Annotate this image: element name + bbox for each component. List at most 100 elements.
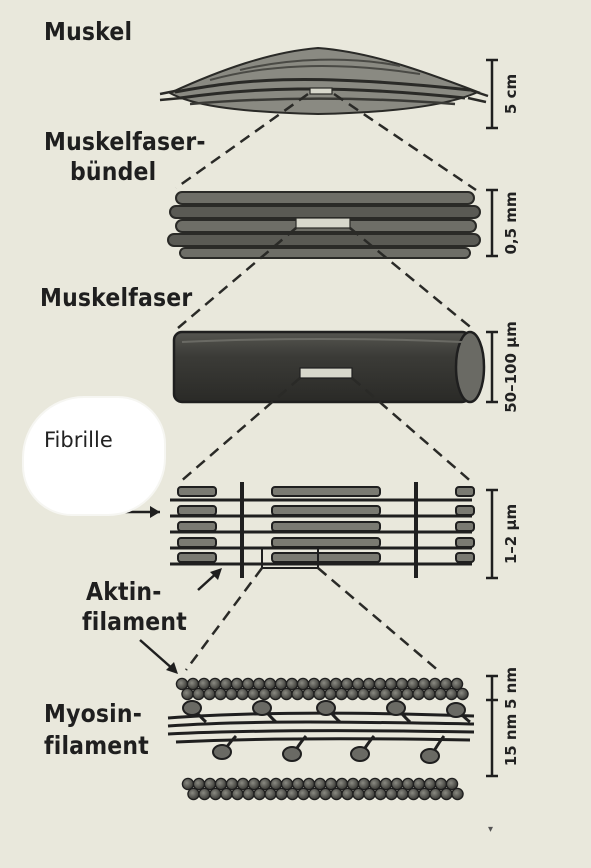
actin-bead (297, 787, 310, 801)
fibrille-label-bubble (24, 398, 164, 514)
actin-bead (236, 777, 250, 791)
actin-bead (445, 687, 458, 701)
actin-bead (324, 777, 338, 791)
actin-bead (401, 687, 414, 701)
actin-bead (384, 677, 398, 691)
aktin-pointer-arrow (197, 568, 222, 591)
scale-label-faser: 50–100 µm (502, 321, 520, 413)
actin-bead (357, 777, 371, 791)
scale-bars (486, 58, 498, 778)
scale-label-filament-total: 15 nm (502, 714, 520, 766)
scale-label-filament-top: 5 nm (502, 667, 520, 709)
actin-bead (418, 787, 431, 801)
actin-bead (231, 787, 244, 801)
actin-bead (346, 687, 359, 701)
actin-bead (313, 777, 327, 791)
zoom-lines-3 (179, 377, 475, 485)
actin-bead (340, 677, 354, 691)
actin-bead (181, 777, 195, 791)
actin-bead (285, 677, 299, 691)
actin-bead (192, 687, 205, 701)
myosin-pointer-arrow (139, 639, 178, 674)
myosin-head (182, 700, 202, 716)
fiber-bundle-drawing (167, 191, 481, 259)
label-muskelfaser: Muskelfaser (40, 283, 193, 312)
actin-bead (362, 677, 376, 691)
actin-bead (439, 677, 453, 691)
actin-bead (417, 677, 431, 691)
actin-bead (324, 687, 337, 701)
actin-bead (214, 777, 228, 791)
actin-bead (406, 677, 420, 691)
actin-bead (396, 787, 409, 801)
actin-bead (302, 777, 316, 791)
myosin-head (386, 700, 406, 716)
myosin-head (350, 746, 370, 762)
actin-bead (401, 777, 415, 791)
actin-bead (440, 787, 453, 801)
actin-bead (357, 687, 370, 701)
actin-bead (258, 687, 271, 701)
actin-bead (379, 777, 393, 791)
actin-bead (351, 677, 365, 691)
actin-bead (330, 787, 343, 801)
actin-bead (252, 677, 266, 691)
actin-bead (247, 687, 260, 701)
actin-bead (258, 777, 272, 791)
actin-bead (373, 677, 387, 691)
actin-bead (368, 687, 381, 701)
actin-bead (280, 687, 293, 701)
actin-bead (192, 777, 206, 791)
actin-bead (269, 777, 283, 791)
actin-bead (247, 777, 261, 791)
actin-bead (456, 687, 469, 701)
actin-bead (451, 787, 464, 801)
actin-bead (319, 787, 332, 801)
actin-bead (274, 677, 288, 691)
stray-mark: ▾ (488, 824, 493, 835)
actin-bead (429, 787, 442, 801)
actin-bead (242, 787, 255, 801)
myosin-head (282, 746, 302, 762)
myosin-head (252, 700, 272, 716)
actin-bead (313, 687, 326, 701)
actin-bead (346, 777, 360, 791)
actin-bead (423, 687, 436, 701)
actin-bead (318, 677, 332, 691)
actin-filament-bottom (181, 777, 464, 801)
label-muskel: Muskel (44, 17, 133, 46)
scale-label-buendel: 0,5 mm (502, 191, 520, 254)
actin-bead (236, 687, 249, 701)
actin-bead (197, 677, 211, 691)
actin-bead (335, 687, 348, 701)
actin-bead (208, 677, 222, 691)
scale-label-fibrille: 1–2 µm (502, 504, 520, 564)
actin-bead (412, 687, 425, 701)
actin-bead (209, 787, 222, 801)
zoom-lines-4 (184, 567, 441, 673)
zoom-lines-2 (177, 227, 475, 331)
actin-bead (296, 677, 310, 691)
actin-bead (428, 677, 442, 691)
actin-bead (445, 777, 459, 791)
scale-label-muskel: 5 cm (502, 74, 520, 114)
actin-bead (308, 787, 321, 801)
myosin-head (420, 748, 440, 764)
actin-bead (395, 677, 409, 691)
actin-bead (385, 787, 398, 801)
actin-bead (434, 777, 448, 791)
label-myosin-2: filament (44, 731, 149, 760)
myosin-filament (167, 700, 475, 764)
actin-bead (390, 687, 403, 701)
actin-bead (412, 777, 426, 791)
actin-bead (198, 787, 211, 801)
zoom-lines-1 (175, 92, 477, 192)
actin-bead (181, 687, 194, 701)
label-fibrille: Fibrille (44, 428, 113, 452)
actin-bead (241, 677, 255, 691)
actin-bead (363, 787, 376, 801)
actin-bead (329, 677, 343, 691)
actin-bead (291, 777, 305, 791)
actin-bead (186, 677, 200, 691)
